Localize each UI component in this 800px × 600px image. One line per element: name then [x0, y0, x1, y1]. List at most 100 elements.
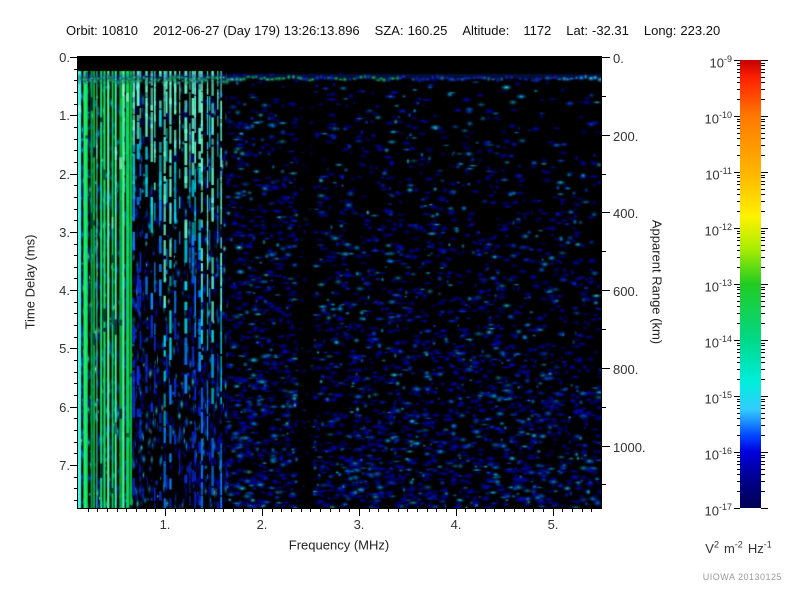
- y-left-major-tick: [70, 232, 78, 233]
- colorbar-minor-tick-left: [737, 177, 740, 178]
- colorbar-minor-tick-left: [737, 181, 740, 182]
- y-right-tick-label: 200.: [613, 129, 639, 144]
- x-minor-tick: [330, 508, 331, 512]
- colorbar-minor-tick-left: [737, 125, 740, 126]
- colorbar-minor-tick-right: [761, 119, 765, 120]
- colorbar-minor-tick-right: [761, 343, 765, 344]
- y-left-minor-tick: [74, 209, 78, 210]
- y-right-minor-tick: [602, 96, 606, 97]
- colorbar-tick-label: 10-17: [704, 502, 732, 519]
- y-left-minor-tick: [74, 92, 78, 93]
- colorbar-minor-tick-left: [737, 69, 740, 70]
- x-minor-tick: [204, 508, 205, 512]
- spectrogram-canvas: [78, 57, 601, 508]
- header-field-label: Altitude:: [462, 23, 510, 38]
- colorbar-minor-tick-left: [737, 296, 740, 297]
- x-minor-tick: [136, 508, 137, 512]
- x-major-tick: [165, 508, 166, 516]
- x-minor-tick: [369, 508, 370, 512]
- colorbar-minor-tick-right: [761, 245, 765, 246]
- x-minor-tick: [214, 508, 215, 512]
- colorbar-minor-tick-left: [737, 237, 740, 238]
- colorbar-minor-tick-right: [761, 133, 765, 134]
- header-field: Orbit: 10810: [66, 23, 138, 38]
- y-left-minor-tick: [74, 267, 78, 268]
- x-minor-tick: [339, 508, 340, 512]
- unit-part: m-2: [723, 540, 743, 557]
- y-left-minor-tick: [74, 220, 78, 221]
- colorbar-major-tick-right: [761, 60, 768, 61]
- colorbar-tick-label: 10-14: [704, 334, 732, 351]
- header-field: Lat: -32.31: [566, 23, 629, 38]
- y-left-tick-label: 0.: [59, 50, 70, 65]
- y-left-minor-tick: [74, 162, 78, 163]
- colorbar-minor-tick-right: [761, 293, 765, 294]
- x-minor-tick: [107, 508, 108, 512]
- colorbar-tick-label: 10-11: [705, 166, 732, 183]
- y-left-minor-tick: [74, 360, 78, 361]
- colorbar-major-tick-left: [734, 396, 740, 397]
- colorbar-minor-tick-left: [737, 357, 740, 358]
- colorbar-tick-label: 10-16: [704, 446, 732, 463]
- y-right-tick-label: 1000.: [613, 440, 646, 455]
- colorbar-minor-tick-left: [737, 201, 740, 202]
- x-minor-tick: [310, 508, 311, 512]
- colorbar-major-tick-right: [761, 116, 768, 117]
- x-minor-tick: [494, 508, 495, 512]
- colorbar-major-tick-left: [734, 340, 740, 341]
- colorbar-minor-tick-left: [737, 138, 740, 139]
- colorbar-minor-tick-right: [761, 457, 765, 458]
- y-left-minor-tick: [74, 302, 78, 303]
- colorbar-minor-tick-left: [737, 119, 740, 120]
- y-left-tick-label: 5.: [59, 341, 70, 356]
- y-left-minor-tick: [74, 395, 78, 396]
- colorbar-major-tick-right: [761, 228, 768, 229]
- colorbar-minor-tick-left: [737, 289, 740, 290]
- y-right-major-tick: [602, 290, 610, 291]
- header-field: Long: 223.20: [644, 23, 720, 38]
- y-left-tick-label: 3.: [59, 225, 70, 240]
- x-minor-tick: [446, 508, 447, 512]
- y-right-minor-tick: [602, 407, 606, 408]
- y-left-minor-tick: [74, 278, 78, 279]
- colorbar-minor-tick-right: [761, 405, 765, 406]
- colorbar-minor-tick-right: [761, 435, 765, 436]
- x-minor-tick: [291, 508, 292, 512]
- x-minor-tick: [185, 508, 186, 512]
- colorbar-minor-tick-right: [761, 155, 765, 156]
- colorbar-minor-tick-right: [761, 233, 765, 234]
- colorbar-minor-tick-right: [761, 65, 765, 66]
- colorbar-minor-tick-right: [761, 401, 765, 402]
- x-minor-tick: [97, 508, 98, 512]
- colorbar-minor-tick-left: [737, 425, 740, 426]
- y-left-tick-label: 7.: [59, 458, 70, 473]
- colorbar-minor-tick-right: [761, 399, 765, 400]
- x-major-tick: [456, 508, 457, 516]
- colorbar-minor-tick-left: [737, 72, 740, 73]
- colorbar-minor-tick-left: [737, 287, 740, 288]
- colorbar-minor-tick-right: [761, 121, 765, 122]
- colorbar-minor-tick-left: [737, 455, 740, 456]
- header-field-label: SZA:: [374, 23, 404, 38]
- y-right-major-tick: [602, 446, 610, 447]
- x-minor-tick: [582, 508, 583, 512]
- y-left-minor-tick: [74, 372, 78, 373]
- colorbar-tick-label: 10-15: [704, 390, 732, 407]
- x-minor-tick: [281, 508, 282, 512]
- colorbar-minor-tick-left: [737, 65, 740, 66]
- y-right-major-tick: [602, 135, 610, 136]
- x-minor-tick: [117, 508, 118, 512]
- colorbar-minor-tick-right: [761, 211, 765, 212]
- colorbar-minor-tick-right: [761, 306, 765, 307]
- x-minor-tick: [427, 508, 428, 512]
- y-left-minor-tick: [74, 430, 78, 431]
- x-tick-label: 2.: [256, 517, 268, 532]
- x-minor-tick: [243, 508, 244, 512]
- x-minor-tick: [146, 508, 147, 512]
- y-left-tick-label: 2.: [59, 167, 70, 182]
- y-axis-left-title: Time Delay (ms): [22, 234, 38, 330]
- colorbar-minor-tick-left: [737, 77, 740, 78]
- x-minor-tick: [485, 508, 486, 512]
- unit-part: Hz-1: [747, 540, 772, 557]
